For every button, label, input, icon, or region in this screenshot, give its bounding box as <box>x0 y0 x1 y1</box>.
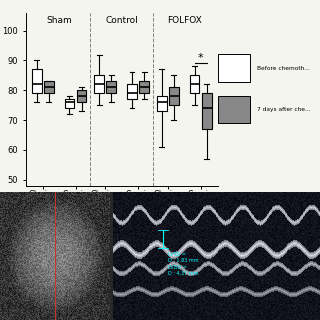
Text: Before chemoth...: Before chemoth... <box>257 66 309 71</box>
PathPatch shape <box>157 96 167 111</box>
PathPatch shape <box>202 93 212 129</box>
PathPatch shape <box>44 81 53 93</box>
Text: LVDD =
D : 4.37 mm: LVDD = D : 4.37 mm <box>168 265 198 276</box>
PathPatch shape <box>139 81 149 93</box>
Text: Sham: Sham <box>46 16 72 25</box>
PathPatch shape <box>65 99 75 108</box>
PathPatch shape <box>169 87 179 105</box>
PathPatch shape <box>106 81 116 93</box>
PathPatch shape <box>190 76 199 93</box>
Text: *: * <box>198 52 204 62</box>
FancyBboxPatch shape <box>218 96 250 124</box>
PathPatch shape <box>32 69 42 93</box>
PathPatch shape <box>76 90 86 102</box>
Text: LVSD =
D : 1.83 mm: LVSD = D : 1.83 mm <box>168 252 198 263</box>
FancyBboxPatch shape <box>218 54 250 82</box>
Text: Control: Control <box>105 16 138 25</box>
PathPatch shape <box>94 76 104 93</box>
PathPatch shape <box>127 84 137 99</box>
Text: 7 days after che...: 7 days after che... <box>257 107 310 112</box>
Text: FOLFOX: FOLFOX <box>167 16 202 25</box>
